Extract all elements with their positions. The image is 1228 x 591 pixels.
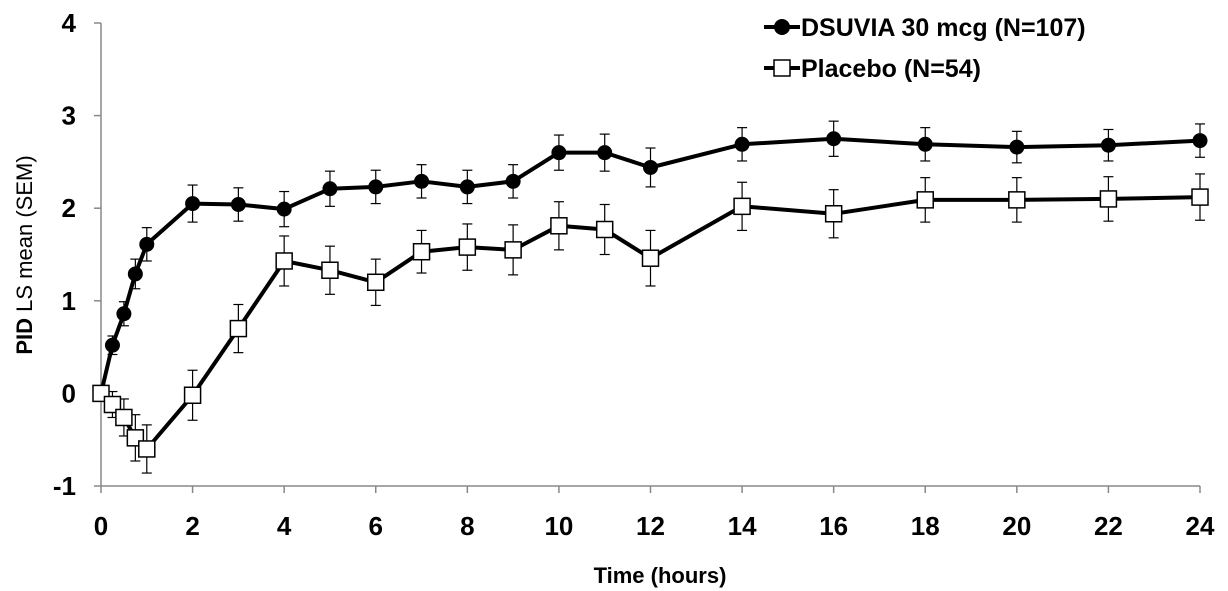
data-point-placebo xyxy=(641,249,660,267)
x-tick-label: 16 xyxy=(819,511,848,541)
x-tick-label: 24 xyxy=(1186,511,1215,541)
y-tick-label: -1 xyxy=(53,471,76,501)
x-tick-label: 14 xyxy=(728,511,757,541)
legend-item-placebo: Placebo (N=54) xyxy=(764,55,981,83)
y-tick-label: 0 xyxy=(62,378,76,408)
series-line-dsuvia xyxy=(99,136,1201,394)
data-point-placebo xyxy=(916,191,934,209)
data-point-placebo xyxy=(1008,191,1026,209)
x-tick-label: 20 xyxy=(1002,511,1031,541)
y-axis-title-rest: LS mean (SEM) xyxy=(12,155,37,318)
x-tick-label: 4 xyxy=(277,511,292,541)
data-point-dsuvia xyxy=(104,337,120,353)
y-axis-title-bold: PID xyxy=(12,318,37,355)
data-point-placebo xyxy=(103,395,122,414)
data-point-placebo xyxy=(1099,190,1118,208)
y-tick-label: 3 xyxy=(62,101,76,131)
data-point-dsuvia xyxy=(826,131,842,147)
y-tick-label: 4 xyxy=(62,8,77,38)
x-tick-label: 18 xyxy=(911,511,940,541)
legend-label-placebo: Placebo (N=54) xyxy=(801,55,981,83)
axes xyxy=(94,22,1201,493)
data-point-placebo xyxy=(183,386,202,405)
data-point-placebo xyxy=(733,197,751,216)
y-axis-title: PID LS mean (SEM) xyxy=(12,155,37,354)
data-point-placebo xyxy=(367,273,385,292)
y-tick-label: 1 xyxy=(62,286,76,316)
data-point-dsuvia xyxy=(116,306,132,322)
legend-marker-placebo xyxy=(773,59,791,77)
data-point-dsuvia xyxy=(1009,139,1025,155)
data-point-dsuvia xyxy=(185,196,201,212)
data-point-dsuvia xyxy=(322,181,338,197)
data-point-placebo xyxy=(550,217,568,235)
data-point-placebo xyxy=(1191,188,1209,206)
data-point-dsuvia xyxy=(414,173,430,189)
x-axis-title: Time (hours) xyxy=(594,563,727,588)
data-point-dsuvia xyxy=(1192,133,1208,149)
data-point-placebo xyxy=(115,408,133,427)
x-tick-label: 12 xyxy=(636,511,665,541)
data-point-placebo xyxy=(138,440,156,458)
data-point-dsuvia xyxy=(734,136,750,152)
data-point-dsuvia xyxy=(276,201,292,217)
data-point-dsuvia xyxy=(597,145,613,161)
data-point-placebo xyxy=(412,242,431,261)
x-tick-label: 22 xyxy=(1094,511,1123,541)
legend-item-dsuvia: DSUVIA 30 mcg (N=107) xyxy=(764,14,1086,42)
data-point-placebo xyxy=(275,252,293,270)
data-point-placebo xyxy=(595,220,614,239)
data-point-dsuvia xyxy=(230,196,246,212)
data-point-placebo xyxy=(824,205,843,223)
data-point-dsuvia xyxy=(643,159,658,175)
data-point-dsuvia xyxy=(459,179,475,195)
data-point-dsuvia xyxy=(551,145,567,161)
data-point-dsuvia xyxy=(505,173,521,189)
series-markers xyxy=(92,131,1209,458)
data-point-dsuvia xyxy=(127,266,143,282)
legend-label-dsuvia: DSUVIA 30 mcg (N=107) xyxy=(801,14,1086,42)
x-tick-label: 2 xyxy=(185,511,199,541)
data-point-placebo xyxy=(229,319,248,338)
data-point-placebo xyxy=(321,261,339,279)
x-tick-label: 6 xyxy=(369,511,383,541)
data-point-dsuvia xyxy=(1100,137,1116,153)
data-point-placebo xyxy=(458,238,477,256)
legend-marker-dsuvia xyxy=(774,19,790,35)
legend: DSUVIA 30 mcg (N=107) Placebo (N=54) xyxy=(764,14,1086,83)
data-point-dsuvia xyxy=(917,136,933,152)
x-tick-label: 10 xyxy=(544,511,573,541)
data-point-dsuvia xyxy=(368,179,384,195)
error-bars xyxy=(107,120,1205,474)
data-point-dsuvia xyxy=(139,236,155,252)
x-tick-label: 8 xyxy=(460,511,474,541)
data-point-placebo xyxy=(504,241,522,259)
x-tick-label: 0 xyxy=(94,511,108,541)
y-tick-label: 2 xyxy=(62,193,76,223)
